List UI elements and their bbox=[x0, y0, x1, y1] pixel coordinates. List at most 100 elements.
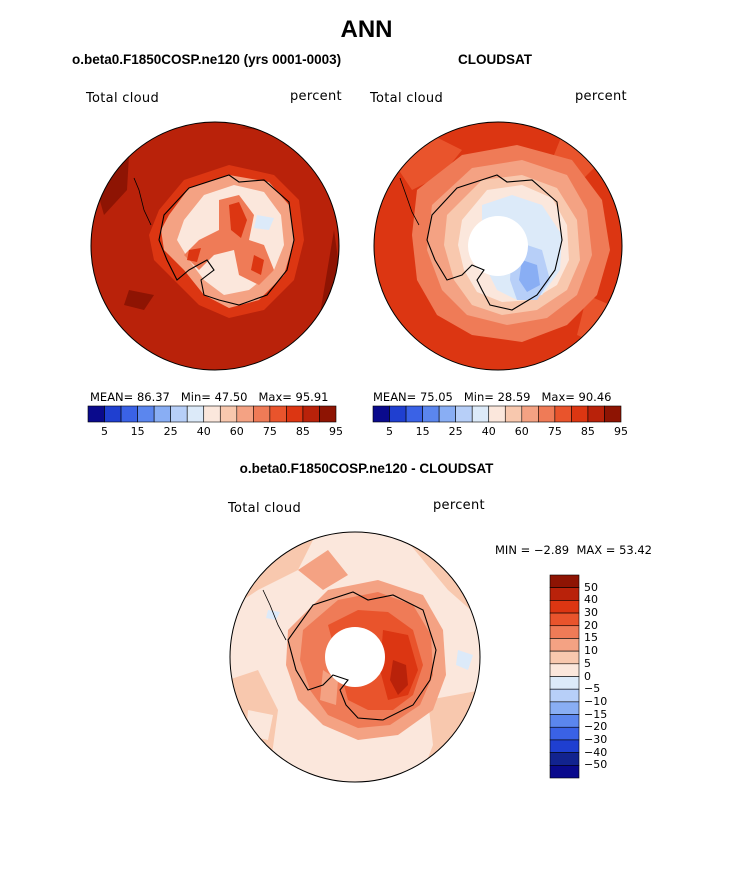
model-colorbar-swatch bbox=[120, 405, 138, 423]
model-map bbox=[90, 121, 340, 371]
obs-units-label: percent bbox=[575, 89, 627, 104]
model-max-value: 95.91 bbox=[295, 390, 329, 404]
model-colorbar-swatch bbox=[269, 405, 287, 423]
model-colorbar bbox=[87, 405, 337, 423]
model-colorbar-tick-label: 40 bbox=[196, 425, 211, 438]
diff-colorbar-tick-label: −40 bbox=[584, 745, 608, 759]
obs-colorbar-tick-label: 85 bbox=[580, 425, 595, 438]
obs-colorbar-swatch bbox=[471, 405, 490, 423]
model-units-label: percent bbox=[290, 89, 342, 104]
diff-colorbar-tick-label: −30 bbox=[584, 732, 608, 746]
diff-max-label: MAX = bbox=[576, 543, 616, 557]
obs-stats: MEAN= 75.05 Min= 28.59 Max= 90.46 bbox=[373, 390, 611, 404]
model-colorbar-swatch bbox=[253, 405, 271, 423]
diff-colorbar-swatch bbox=[549, 600, 580, 614]
diff-colorbar-swatch bbox=[549, 701, 580, 715]
obs-colorbar-swatch bbox=[504, 405, 523, 423]
model-colorbar-tick-label: 25 bbox=[163, 425, 178, 438]
diff-colorbar-swatch bbox=[549, 676, 580, 690]
diff-colorbar-swatch bbox=[549, 663, 580, 677]
diff-colorbar-swatch bbox=[549, 650, 580, 665]
obs-colorbar-tick-label: 40 bbox=[481, 425, 496, 438]
diff-colorbar-tick-label: −10 bbox=[584, 694, 608, 708]
obs-colorbar-swatch bbox=[372, 405, 390, 423]
model-colorbar-swatch bbox=[286, 405, 304, 423]
diff-panel-subtitle: o.beta0.F1850COSP.ne120 - CLOUDSAT bbox=[239, 461, 494, 476]
model-colorbar-swatch bbox=[219, 405, 238, 423]
model-colorbar-tick-label: 95 bbox=[329, 425, 343, 438]
model-stats: MEAN= 86.37 Min= 47.50 Max= 95.91 bbox=[90, 390, 328, 404]
obs-colorbar-swatch bbox=[571, 405, 589, 423]
model-colorbar-swatch bbox=[137, 405, 155, 423]
obs-colorbar-swatch bbox=[488, 405, 506, 423]
diff-colorbar-tick-label: 0 bbox=[584, 669, 591, 683]
diff-colorbar-swatch bbox=[549, 739, 580, 753]
obs-colorbar-swatch bbox=[455, 405, 473, 423]
diff-colorbar-swatch bbox=[549, 688, 580, 703]
diff-colorbar-tick-label: 50 bbox=[584, 580, 598, 594]
obs-colorbar-swatch bbox=[538, 405, 556, 423]
model-mean-label: MEAN= bbox=[90, 390, 134, 404]
obs-colorbar-tick-label: 25 bbox=[448, 425, 463, 438]
model-panel-subtitle: o.beta0.F1850COSP.ne120 (yrs 0001-0003) bbox=[72, 52, 342, 67]
obs-min-label: Min= bbox=[463, 390, 494, 404]
model-colorbar-swatch bbox=[203, 405, 221, 423]
model-colorbar-swatch bbox=[302, 405, 320, 423]
diff-colorbar-tick-label: 40 bbox=[584, 593, 598, 607]
obs-map bbox=[373, 121, 623, 371]
obs-variable-label: Total cloud bbox=[370, 91, 443, 106]
obs-colorbar-ticks: 5 15 25 40 60 75 85 95 bbox=[373, 425, 628, 439]
obs-panel-subtitle: CLOUDSAT bbox=[458, 52, 532, 67]
diff-min-value: −2.89 bbox=[533, 543, 570, 557]
diff-colorbar-swatch bbox=[549, 587, 580, 601]
model-min-value: 47.50 bbox=[214, 390, 248, 404]
obs-colorbar-swatch bbox=[405, 405, 423, 423]
model-mean-value: 86.37 bbox=[136, 390, 170, 404]
diff-colorbar-swatch bbox=[549, 726, 580, 741]
model-colorbar-tick-label: 15 bbox=[130, 425, 145, 438]
model-colorbar-ticks: 5 15 25 40 60 75 85 95 bbox=[88, 425, 343, 439]
diff-colorbar-swatch bbox=[549, 765, 580, 779]
obs-colorbar-swatch bbox=[587, 405, 605, 423]
model-colorbar-swatch bbox=[236, 405, 254, 423]
diff-colorbar-tick-label: 10 bbox=[584, 644, 598, 658]
model-colorbar-swatch bbox=[319, 405, 337, 423]
obs-colorbar-swatch bbox=[521, 405, 539, 423]
diff-colorbar-ticks: 50 40 30 20 15 10 5 0 −5 −10 −15 −20 −30 −40 −50 bbox=[584, 575, 624, 778]
model-colorbar-tick-label: 60 bbox=[229, 425, 244, 438]
model-colorbar-tick-label: 5 bbox=[101, 425, 109, 438]
obs-colorbar-swatch bbox=[422, 405, 440, 423]
model-colorbar-swatch bbox=[87, 405, 105, 423]
model-colorbar-tick-label: 85 bbox=[295, 425, 310, 438]
model-colorbar-swatch bbox=[186, 405, 205, 423]
diff-colorbar-swatch bbox=[549, 612, 580, 627]
diff-variable-label: Total cloud bbox=[228, 501, 301, 516]
diff-map bbox=[229, 531, 481, 783]
obs-colorbar-tick-label: 15 bbox=[415, 425, 430, 438]
model-colorbar-tick-label: 75 bbox=[262, 425, 277, 438]
diff-colorbar-tick-label: 5 bbox=[584, 656, 591, 670]
diff-colorbar bbox=[549, 574, 580, 779]
model-colorbar-swatch bbox=[170, 405, 188, 423]
obs-colorbar-swatch bbox=[389, 405, 407, 423]
model-min-label: Min= bbox=[180, 390, 211, 404]
diff-stats: MIN = −2.89 MAX = 53.42 bbox=[495, 543, 652, 557]
obs-mean-label: MEAN= bbox=[373, 390, 417, 404]
obs-colorbar-tick-label: 5 bbox=[386, 425, 394, 438]
diff-colorbar-swatch bbox=[549, 752, 580, 766]
diff-colorbar-tick-label: −50 bbox=[584, 758, 608, 772]
obs-colorbar-swatch bbox=[438, 405, 456, 423]
diff-colorbar-tick-label: 30 bbox=[584, 606, 598, 620]
diff-colorbar-swatch bbox=[549, 714, 580, 728]
model-colorbar-swatch bbox=[104, 405, 122, 423]
diff-colorbar-tick-label: 20 bbox=[584, 618, 598, 632]
obs-min-value: 28.59 bbox=[497, 390, 531, 404]
obs-max-value: 90.46 bbox=[578, 390, 612, 404]
diff-units-label: percent bbox=[433, 498, 485, 513]
obs-max-label: Max= bbox=[541, 390, 575, 404]
diff-colorbar-tick-label: −5 bbox=[584, 682, 601, 696]
page-title: ANN bbox=[340, 16, 393, 43]
diff-colorbar-swatch bbox=[549, 625, 580, 639]
obs-colorbar-swatch bbox=[554, 405, 572, 423]
diff-colorbar-tick-label: −20 bbox=[584, 720, 608, 734]
